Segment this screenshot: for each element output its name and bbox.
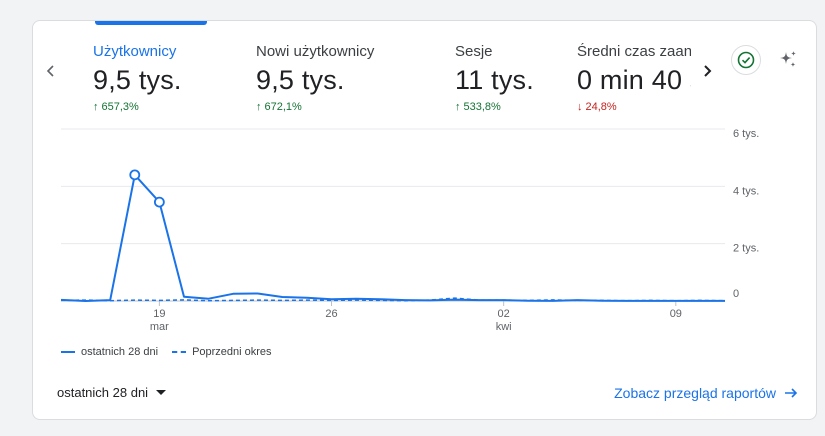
- check-circle-icon: [737, 51, 755, 69]
- y-tick-label: 0: [733, 288, 739, 300]
- x-tick-label: 02: [498, 308, 510, 320]
- metric-value: 11 tys.: [455, 65, 534, 95]
- data-quality-button[interactable]: [731, 45, 761, 75]
- arrow-right-icon: [785, 388, 798, 398]
- date-range-dropdown[interactable]: ostatnich 28 dni: [57, 385, 167, 400]
- legend-solid-swatch: [61, 351, 75, 353]
- metric-value: 0 min 40 s: [577, 65, 691, 95]
- metric-label: Użytkownicy: [93, 43, 177, 60]
- arrow-up-icon: ↑: [455, 101, 461, 113]
- metric-new-users[interactable]: Nowi użytkownicy 9,5 tys. ↑ 672,1%: [256, 43, 374, 113]
- metric-users[interactable]: Użytkownicy 9,5 tys. ↑ 657,3%: [93, 43, 182, 113]
- chevron-left-icon: [46, 65, 54, 77]
- x-tick-month-label: mar: [150, 321, 169, 333]
- metric-change: ↑ 533,8%: [455, 101, 534, 113]
- legend-item-current: ostatnich 28 dni: [61, 346, 158, 358]
- y-tick-label: 2 tys.: [733, 243, 759, 255]
- metrics-strip: Użytkownicy 9,5 tys. ↑ 657,3% Nowi użytk…: [93, 43, 691, 123]
- x-tick-label: 26: [325, 308, 337, 320]
- overview-card: Użytkownicy 9,5 tys. ↑ 657,3% Nowi użytk…: [32, 20, 817, 420]
- arrow-up-icon: ↑: [93, 101, 99, 113]
- legend-label-previous: Poprzedni okres: [192, 346, 272, 358]
- legend-dashed-swatch: [172, 351, 187, 353]
- y-tick-label: 4 tys.: [733, 185, 759, 197]
- data-point[interactable]: [153, 196, 165, 208]
- metric-label: Średni czas zaangażowania: [577, 43, 691, 60]
- sparkle-icon: [780, 51, 796, 67]
- active-metric-indicator: [95, 21, 207, 25]
- view-reports-link[interactable]: Zobacz przegląd raportów: [614, 385, 798, 401]
- metric-change: ↓ 24,8%: [577, 101, 691, 113]
- y-tick-label: 6 tys.: [733, 128, 759, 140]
- x-tick-label: 09: [670, 308, 682, 320]
- metric-change-value: 533,8%: [463, 101, 501, 113]
- metric-label: Nowi użytkownicy: [256, 43, 375, 60]
- chart-legend: ostatnich 28 dni Poprzedni okres: [61, 346, 272, 358]
- view-reports-label: Zobacz przegląd raportów: [614, 385, 776, 401]
- legend-label-current: ostatnich 28 dni: [81, 346, 159, 358]
- date-range-label: ostatnich 28 dni: [57, 385, 149, 400]
- metric-value: 9,5 tys.: [256, 65, 345, 95]
- insights-button[interactable]: [773, 45, 803, 75]
- x-tick-label: 19: [153, 308, 165, 320]
- data-point[interactable]: [129, 169, 141, 181]
- prev-metrics-button[interactable]: [39, 59, 63, 83]
- legend-item-previous: Poprzedni okres: [172, 346, 272, 358]
- metric-change: ↑ 657,3%: [93, 101, 182, 113]
- series-line-current: [60, 173, 725, 302]
- x-tick-month-label: kwi: [496, 321, 512, 333]
- caret-down-icon: [156, 390, 167, 395]
- metric-label: Sesje: [455, 43, 493, 60]
- metric-value: 9,5 tys.: [93, 65, 182, 95]
- next-metrics-button[interactable]: [695, 59, 719, 83]
- metric-change-value: 657,3%: [101, 101, 139, 113]
- metric-change-value: 24,8%: [585, 101, 617, 113]
- metric-change-value: 672,1%: [264, 101, 302, 113]
- arrow-down-icon: ↓: [577, 101, 583, 113]
- metric-sessions[interactable]: Sesje 11 tys. ↑ 533,8%: [455, 43, 534, 113]
- arrow-up-icon: ↑: [256, 101, 262, 113]
- metric-change: ↑ 672,1%: [256, 101, 374, 113]
- metric-engagement-time[interactable]: Średni czas zaangażowania 0 min 40 s ↓ 2…: [577, 43, 691, 113]
- chevron-right-icon: [704, 65, 712, 77]
